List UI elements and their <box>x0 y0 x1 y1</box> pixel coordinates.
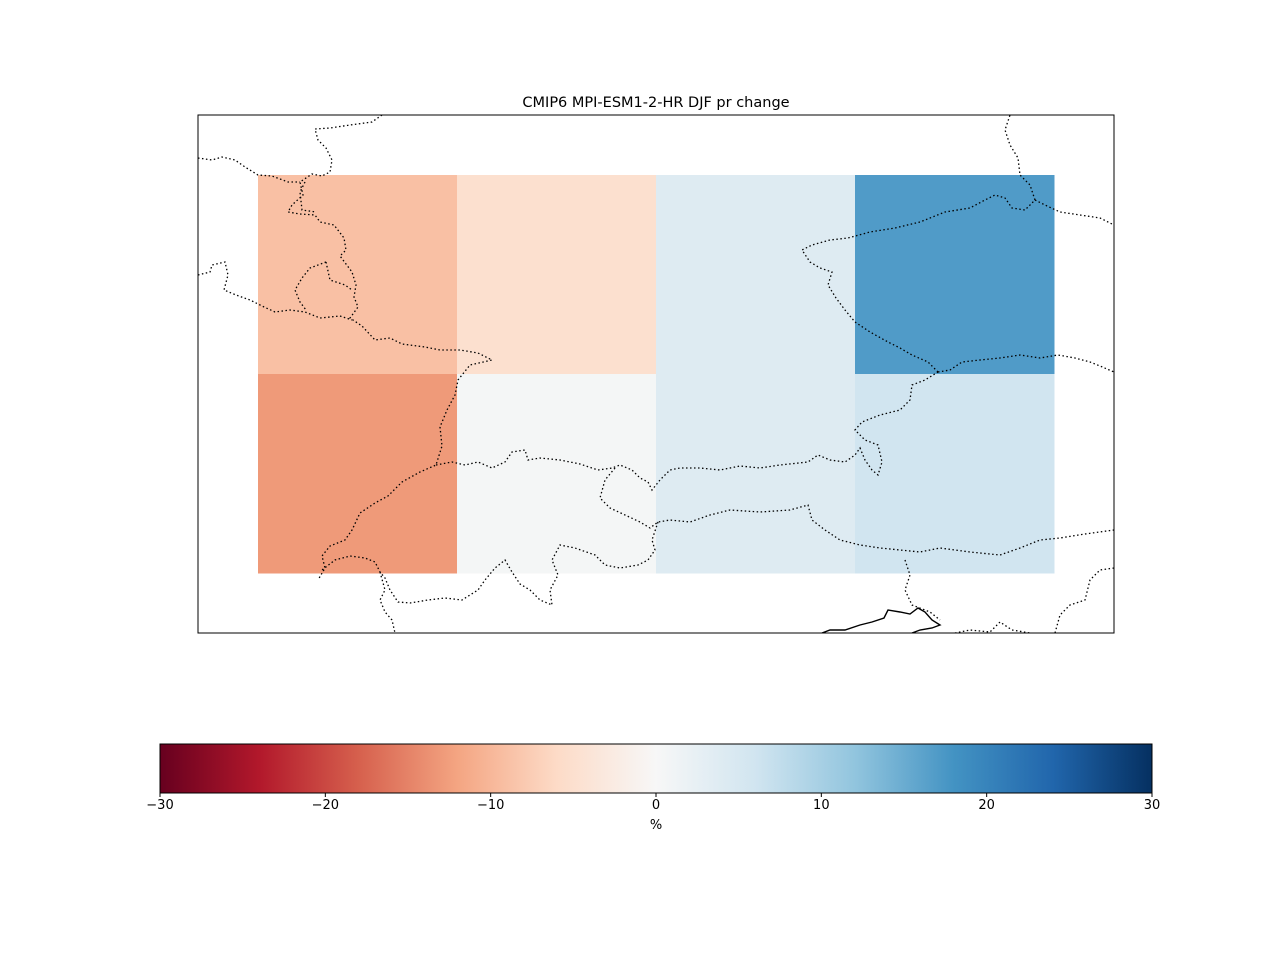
coastline-line <box>821 607 942 633</box>
border-line <box>1034 199 1114 226</box>
heatmap-cell <box>258 175 458 375</box>
border-line <box>1054 567 1114 633</box>
border-line <box>325 261 353 291</box>
border-line <box>904 559 941 621</box>
border-line <box>198 261 353 321</box>
border-line <box>299 181 317 213</box>
border-line <box>321 521 659 607</box>
heatmap-cell <box>656 374 856 574</box>
colorbar-tick-label: −20 <box>312 798 339 813</box>
colorbar-tick-label: 20 <box>978 798 995 813</box>
map-frame <box>197 114 1115 634</box>
heatmap-cell <box>855 374 1055 574</box>
colorbar-tick-label: 30 <box>1144 798 1161 813</box>
border-line <box>435 371 939 492</box>
colorbar-tick-label: −30 <box>146 798 173 813</box>
colorbar-label: % <box>650 818 662 833</box>
country-borders <box>198 115 1114 633</box>
border-line <box>801 115 1036 373</box>
coastline <box>821 607 942 633</box>
colorbar-ticks: −30 −20 −10 0 10 20 30 <box>146 793 1160 813</box>
border-line <box>937 354 1114 373</box>
colorbar-tick-label: −10 <box>477 798 504 813</box>
map-panel <box>197 114 1115 634</box>
chart-title: CMIP6 MPI-ESM1-2-HR DJF pr change <box>522 95 789 111</box>
heatmap-cells <box>258 175 1055 574</box>
colorbar-tick-label: 0 <box>652 798 660 813</box>
border-line <box>294 261 327 311</box>
heatmap-cell <box>457 175 657 375</box>
border-line <box>379 571 396 633</box>
heatmap-cell <box>656 175 856 375</box>
border-line <box>286 115 494 581</box>
heatmap-cell <box>457 374 657 574</box>
colorbar: −30 −20 −10 0 10 20 30 % <box>146 743 1160 833</box>
colorbar-tick-label: 10 <box>813 798 830 813</box>
colorbar-gradient <box>160 744 1152 793</box>
heatmap-cell <box>258 374 458 574</box>
heatmap-cell <box>855 175 1055 375</box>
border-line <box>954 621 1031 633</box>
